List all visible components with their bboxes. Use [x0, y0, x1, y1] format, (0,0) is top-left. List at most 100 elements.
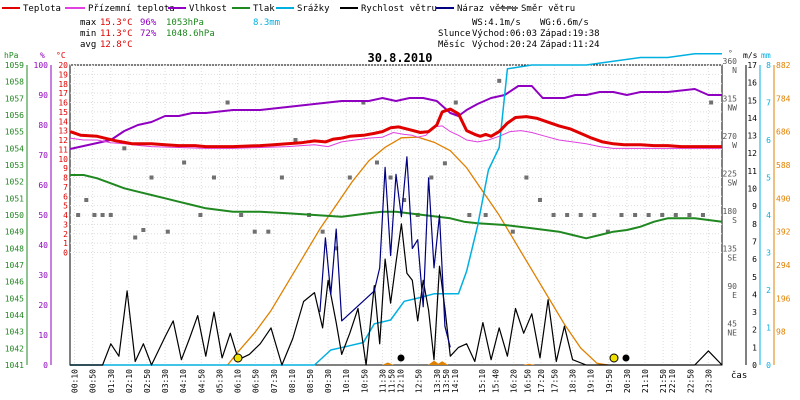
mm-tick-label: 0: [766, 361, 771, 370]
wind-direction-point: [592, 213, 597, 217]
stat-max-label: max: [80, 18, 97, 28]
dir-tick-label: W: [732, 141, 737, 150]
pct-tick-label: 90: [38, 91, 48, 100]
dir-tick-label: SW: [727, 179, 737, 188]
c-tick-label: 19: [58, 70, 68, 79]
hpa-tick-label: 1041: [5, 361, 24, 370]
mm-tick-label: 7: [766, 99, 771, 108]
pct-tick-label: 100: [34, 61, 49, 70]
grid: [70, 64, 722, 365]
info-block: WS:4.1m/s WG:6.6m/s Slunce Východ:06:03 …: [438, 18, 600, 50]
wind-direction-point: [551, 213, 556, 217]
hpa-tick-label: 1050: [5, 211, 24, 220]
wind-direction-point: [211, 175, 216, 180]
stat-avg-label: avg: [80, 40, 96, 50]
wind-direction-point: [605, 229, 610, 234]
wind-direction-point: [524, 175, 529, 180]
unit-ms: m/s: [743, 51, 758, 60]
time-tick-label: 01:30: [107, 369, 116, 393]
pct-tick-label: 70: [38, 151, 48, 160]
wind-direction-point: [361, 100, 366, 105]
stat-min-press: 1048.6hPa: [166, 29, 215, 39]
hpa-tick-label: 1043: [5, 328, 24, 337]
series-teplota: [69, 107, 722, 149]
series-sr-ky: [70, 53, 722, 366]
wm2-tick-label: 196: [776, 294, 791, 303]
c-tick-label: 18: [58, 80, 68, 89]
stat-min-label: min: [80, 29, 96, 39]
time-tick-label: 06:50: [252, 369, 261, 393]
info-sunset: Západ:19:38: [540, 29, 600, 39]
series-slune-n-z-en-: [227, 136, 609, 366]
c-tick-label: 10: [58, 155, 68, 164]
c-tick-label: 4: [63, 211, 68, 220]
wind-direction-point: [108, 213, 113, 217]
time-tick-label: 08:50: [306, 369, 315, 393]
wind-direction-point: [633, 213, 638, 217]
c-tick-label: 20: [58, 61, 68, 70]
wind-direction-point: [537, 198, 542, 202]
mm-tick-label: 3: [766, 249, 771, 258]
time-tick-label: 17:50: [550, 369, 559, 393]
time-axis: 00:10 00:50 01:30 02:10 02:50 03:30 04:10 04:50…: [71, 369, 714, 393]
time-tick-label: 18:30: [569, 369, 578, 393]
time-tick-label: 13:30: [433, 369, 442, 393]
ms-tick-label: 3: [752, 308, 757, 317]
mm-tick-label: 4: [766, 211, 771, 220]
wm2-tick-label: 784: [776, 94, 791, 103]
hpa-tick-label: 1045: [5, 294, 24, 303]
wind-direction-point: [402, 198, 407, 202]
unit-pct: %: [40, 51, 45, 60]
wind-direction-point: [497, 78, 502, 83]
deg-tick-label: 45: [727, 320, 737, 329]
wind-direction-point: [165, 229, 170, 234]
unit-deg: °: [728, 49, 733, 58]
deg-tick-label: 180: [723, 207, 738, 216]
wind-direction-point: [709, 100, 714, 105]
time-tick-label: 15:10: [478, 369, 487, 393]
stat-max-hum: 96%: [140, 18, 157, 28]
mm-tick-label: 1: [766, 324, 771, 333]
time-tick-label: 12:10: [397, 369, 406, 393]
c-tick-label: 9: [63, 164, 68, 173]
stat-max-rain: 8.3mm: [253, 18, 280, 28]
unit-mm: mm: [761, 51, 771, 60]
series-n-raz-v-tru: [319, 156, 451, 348]
time-tick-label: 08:10: [288, 369, 297, 393]
wind-direction-point: [149, 175, 154, 180]
info-moon-label: Měsíc: [438, 40, 465, 50]
legend-smer-vetru: Směr větru: [521, 4, 575, 14]
pct-tick-label: 30: [38, 271, 48, 280]
time-tick-label: 22:50: [686, 369, 695, 393]
pct-tick-label: 50: [38, 211, 48, 220]
rain-intensity-mark: [523, 363, 536, 365]
rain-intensity-mark: [428, 360, 441, 365]
time-tick-label: 16:50: [523, 369, 532, 393]
wm2-tick-label: 686: [776, 128, 791, 137]
ms-tick-label: 7: [752, 237, 757, 246]
wind-direction-point: [76, 213, 81, 217]
c-tick-label: 6: [63, 192, 68, 201]
time-tick-label: 10:50: [360, 369, 369, 393]
plot-frame: [69, 64, 723, 366]
ms-tick-label: 1: [752, 343, 757, 352]
ms-tick-label: 2: [752, 326, 757, 335]
mm-tick-label: 5: [766, 174, 771, 183]
wind-direction-point: [293, 138, 298, 142]
wm2-tick-label: 490: [776, 194, 791, 203]
wind-direction-point: [100, 213, 105, 217]
time-tick-label: 04:50: [197, 369, 206, 393]
ms-tick-label: 9: [752, 202, 757, 211]
ms-tick-label: 10: [747, 185, 757, 194]
hpa-tick-label: 1044: [5, 311, 24, 320]
wind-direction-point: [252, 229, 257, 234]
hpa-tick-label: 1053: [5, 161, 24, 170]
wm2-tick-label: 98: [776, 328, 786, 337]
wind-direction-point: [453, 100, 458, 105]
time-tick-label: 04:10: [179, 369, 188, 393]
c-tick-label: 1: [63, 239, 68, 248]
wind-direction-point: [225, 100, 230, 105]
hpa-tick-label: 1055: [5, 128, 24, 137]
wind-direction-point: [141, 228, 146, 232]
markers: [233, 353, 630, 363]
